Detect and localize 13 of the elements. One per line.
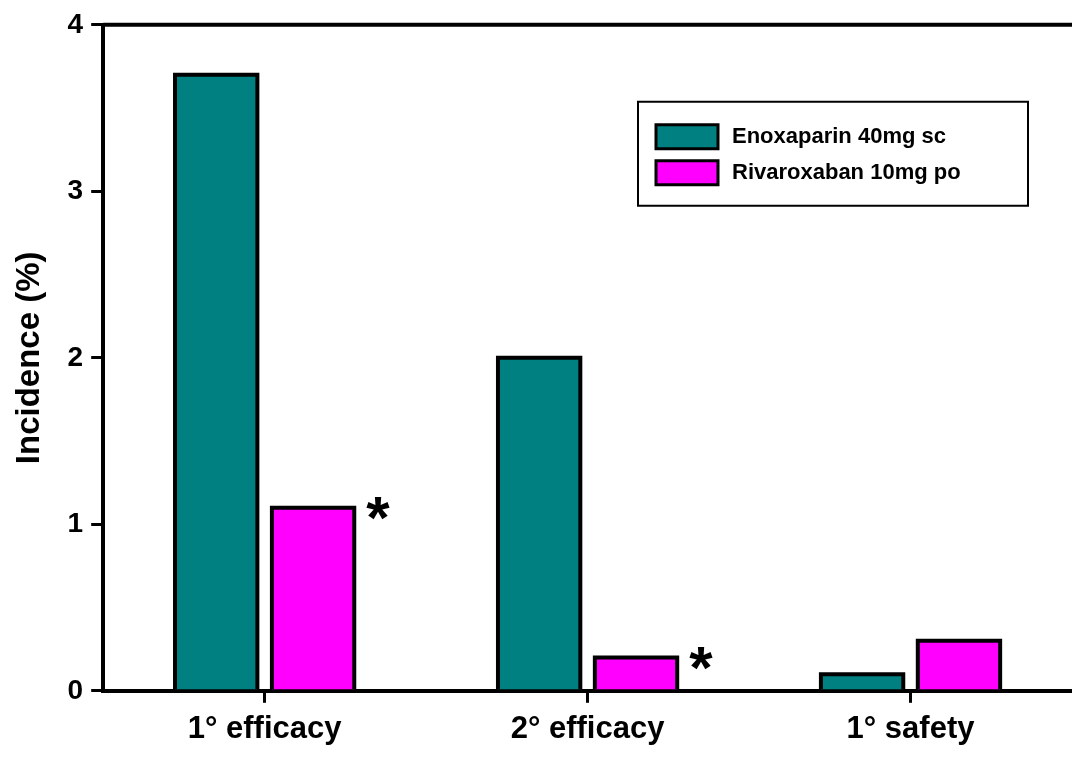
x-tick-label: 2° efficacy <box>510 709 666 745</box>
y-axis-title: Incidence (%) <box>8 251 46 465</box>
y-tick-label: 2 <box>67 340 84 372</box>
annotation: * <box>366 484 391 552</box>
y-tick-label: 1 <box>67 507 84 539</box>
y-tick-label: 4 <box>67 7 84 39</box>
x-tick-label: 1° efficacy <box>187 709 343 745</box>
x-tick-label: 1° safety <box>846 709 976 745</box>
legend-label: Enoxaparin 40mg sc <box>732 122 946 148</box>
y-tick-label: 3 <box>67 174 84 206</box>
legend-label: Rivaroxaban 10mg po <box>732 158 961 184</box>
annotation: * <box>689 634 714 702</box>
y-tick-label: 0 <box>67 673 84 705</box>
